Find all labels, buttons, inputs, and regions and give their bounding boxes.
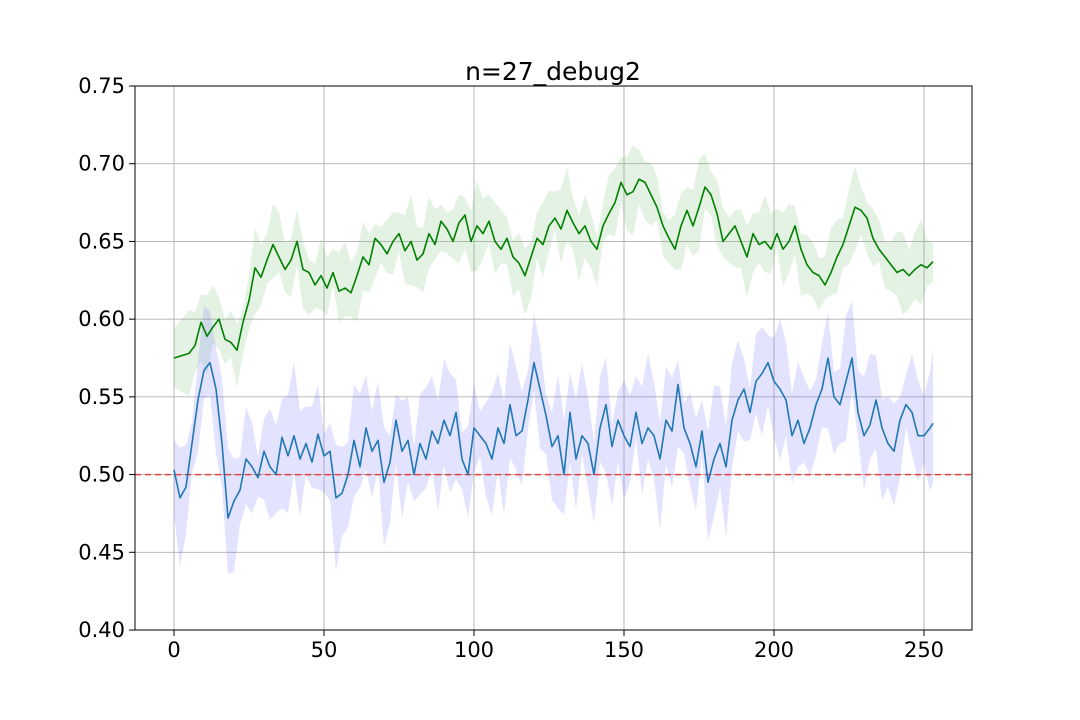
y-tick-label: 0.75: [78, 74, 125, 98]
plot-frame: [134, 85, 973, 631]
series-lines: [173, 178, 934, 519]
series-0-line: [173, 178, 934, 359]
y-tick-label: 0.45: [78, 540, 125, 564]
series-1-band: [174, 299, 933, 575]
y-tick-label: 0.65: [78, 229, 125, 253]
x-tick-label: 50: [311, 638, 338, 662]
y-tick-label: 0.40: [78, 618, 125, 642]
series-1-line: [173, 357, 934, 519]
x-tick-label: 250: [904, 638, 944, 662]
x-tick-label: 150: [604, 638, 644, 662]
y-tick-label: 0.70: [78, 152, 125, 176]
axis-ticks: 0 50 100 150 200 250 0.40 0.45 0.50 0.55 0.60 0.65 0…: [78, 74, 944, 662]
x-tick-label: 200: [754, 638, 794, 662]
confidence-bands: [174, 145, 933, 575]
x-tick-label: 0: [167, 638, 180, 662]
y-tick-label: 0.55: [78, 385, 125, 409]
series-0-band: [174, 145, 933, 396]
chart-title: n=27_debug2: [465, 57, 641, 86]
y-tick-label: 0.50: [78, 463, 125, 487]
x-tick-label: 100: [454, 638, 494, 662]
y-tick-label: 0.60: [78, 307, 125, 331]
